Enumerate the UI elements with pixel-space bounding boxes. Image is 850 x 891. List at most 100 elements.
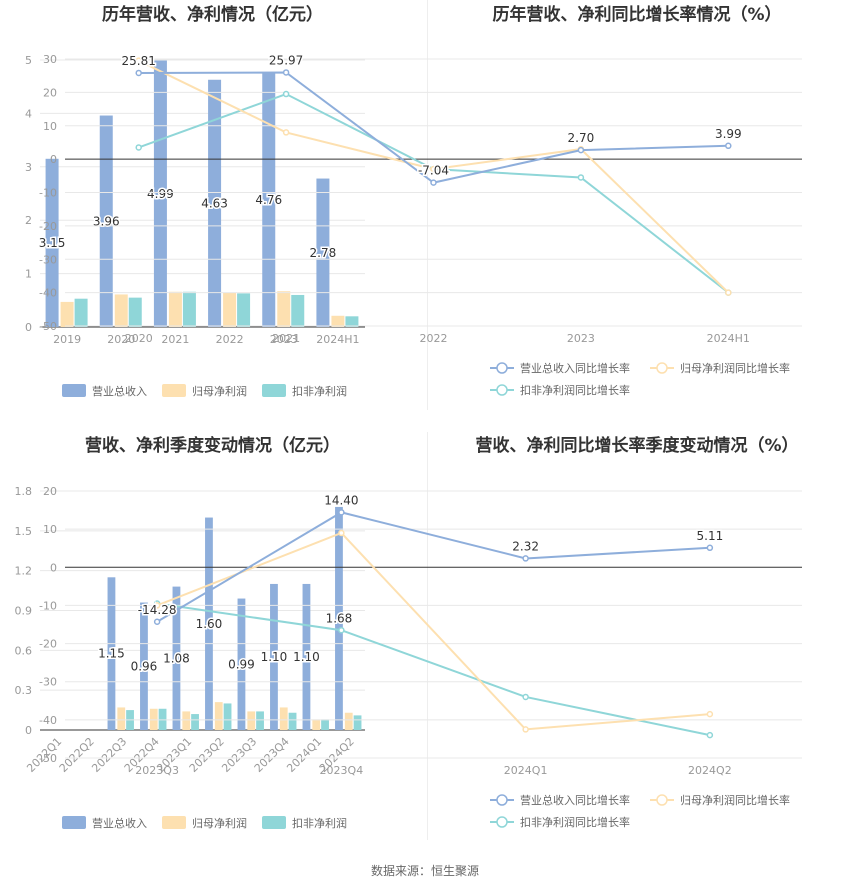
bar-营业总收入 — [335, 506, 343, 730]
series-line-扣非净利润同比增长率 — [156, 602, 711, 737]
legend-label: 营业总收入同比增长率 — [520, 793, 630, 807]
legend-label: 归母净利润同比增长率 — [680, 793, 790, 807]
bar-营业总收入 — [99, 115, 113, 327]
data-label: 1.10 — [261, 650, 288, 664]
data-label: 1.68 — [326, 611, 353, 625]
y-tick-label: 20 — [43, 86, 57, 99]
bar-归母净利润 — [344, 712, 353, 730]
data-label: -14.28 — [138, 603, 177, 617]
data-point — [135, 144, 142, 151]
data-label: 4.76 — [255, 193, 282, 207]
bar-营业总收入 — [172, 586, 181, 730]
y-tick-label: 10 — [43, 120, 57, 133]
bar-营业总收入 — [45, 158, 59, 327]
legend-marker — [656, 794, 668, 806]
legend-label: 扣非净利润同比增长率 — [520, 815, 630, 829]
data-point — [282, 69, 290, 76]
legend-marker — [496, 384, 508, 396]
data-point — [430, 165, 437, 173]
data-label: 2.32 — [512, 539, 539, 553]
data-point — [522, 726, 529, 733]
y-tick-label: 1 — [25, 268, 32, 281]
data-source-note: 数据来源：恒生聚源 — [370, 864, 479, 878]
bar-扣非净利润 — [237, 293, 251, 327]
chart-title: 历年营收、净利同比增长率情况（%） — [492, 4, 781, 25]
legend-swatch — [262, 816, 286, 829]
bar-归母净利润 — [279, 707, 288, 730]
x-tick-label: 2023 — [567, 332, 595, 345]
bar-营业总收入 — [140, 602, 148, 730]
data-point — [706, 710, 714, 718]
panel-divider — [427, 432, 428, 840]
legend-label: 归母净利润同比增长率 — [680, 361, 790, 375]
data-label: 1.15 — [98, 647, 125, 661]
data-point — [577, 174, 585, 181]
data-point — [522, 555, 529, 562]
y-tick-label: -50 — [39, 752, 57, 765]
data-label: 3.15 — [39, 236, 66, 250]
data-label: 0.96 — [131, 659, 158, 673]
data-label: 1.60 — [196, 617, 223, 631]
bar-归母净利润 — [331, 315, 345, 327]
quarterly-growth-rate-chart: 营收、净利同比增长率季度变动情况（%） -50 -40 -30 -20 -10 0 10 20 2… — [39, 430, 850, 850]
y-tick-label: 10 — [43, 523, 57, 536]
series-line-归母净利润同比增长率 — [156, 531, 710, 731]
bar-扣非净利润 — [182, 291, 196, 327]
x-tick-label: 2022Q3 — [89, 735, 129, 775]
data-label: 2.78 — [310, 246, 337, 260]
data-point — [577, 146, 585, 154]
data-label: 0.99 — [228, 657, 255, 671]
panel-divider — [427, 0, 428, 410]
y-tick-label: 2 — [25, 214, 32, 227]
y-tick-label: 1.8 — [15, 485, 33, 498]
quarterly-growth-rate-svg: 营收、净利同比增长率季度变动情况（%）-50-40-30-20-10010202… — [39, 435, 802, 829]
bar-扣非净利润 — [288, 712, 297, 730]
quarterly-revenue-profit-chart: 营收、净利季度变动情况（亿元） 0 0.3 0.6 0.9 1.2 1.5 1.8 2022Q1… — [0, 430, 425, 850]
legend-label: 营业总收入同比增长率 — [520, 361, 630, 375]
bar-归母净利润 — [168, 291, 182, 327]
y-tick-label: 20 — [43, 485, 57, 498]
bar-扣非净利润 — [291, 294, 305, 327]
data-point — [706, 731, 714, 739]
quarterly-revenue-profit-svg: 营收、净利季度变动情况（亿元）00.30.60.91.21.51.82022Q1… — [15, 435, 365, 830]
data-label: 1.10 — [293, 650, 320, 664]
y-tick-label: 3 — [25, 161, 32, 174]
data-label: 25.81 — [122, 54, 156, 68]
bar-扣非净利润 — [128, 297, 142, 327]
bar-归母净利润 — [182, 711, 191, 730]
bar-归母净利润 — [277, 291, 291, 327]
data-label: 4.99 — [147, 187, 174, 201]
data-point — [282, 129, 290, 136]
legend-marker — [496, 794, 508, 806]
data-label: 25.97 — [269, 53, 303, 67]
x-tick-label: 2023Q2 — [187, 735, 227, 775]
legend-label: 营业总收入 — [92, 816, 147, 830]
bar-营业总收入 — [107, 577, 116, 730]
bar-营业总收入 — [316, 178, 330, 327]
legend-swatch — [162, 384, 186, 397]
bar-归母净利润 — [223, 292, 237, 327]
legend-label: 扣非净利润同比增长率 — [520, 383, 630, 397]
bar-扣非净利润 — [345, 316, 359, 327]
data-point — [338, 626, 345, 634]
data-label: 2.70 — [568, 131, 595, 145]
y-tick-label: 0.3 — [15, 684, 33, 697]
data-label: 4.63 — [201, 196, 228, 210]
bar-营业总收入 — [302, 583, 311, 730]
x-tick-label: 2022 — [216, 333, 244, 346]
bar-营业总收入 — [270, 583, 278, 730]
data-point — [135, 57, 142, 64]
x-tick-label: 2021 — [161, 333, 189, 346]
data-label: 3.99 — [715, 127, 742, 141]
y-tick-label: 0 — [50, 561, 57, 574]
bar-营业总收入 — [237, 598, 246, 730]
data-label: -7.04 — [418, 164, 449, 178]
annual-revenue-profit-chart: 历年营收、净利情况（亿元） 0 1 2 3 4 5 2019 3.15 2020 3.96 2021 4… — [0, 0, 425, 410]
chart-title: 营收、净利同比增长率季度变动情况（%） — [475, 435, 798, 456]
y-tick-label: -40 — [39, 714, 57, 727]
y-tick-label: 4 — [25, 107, 32, 120]
x-tick-label: 2023Q3 — [219, 735, 259, 775]
data-point — [725, 142, 732, 150]
bar-扣非净利润 — [321, 719, 329, 730]
chart-title: 历年营收、净利情况（亿元） — [102, 4, 323, 25]
